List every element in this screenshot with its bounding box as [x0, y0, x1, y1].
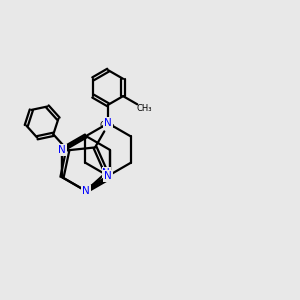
Text: CH₃: CH₃ — [100, 121, 115, 130]
Text: CH₃: CH₃ — [136, 104, 152, 113]
Text: N: N — [104, 171, 112, 181]
Text: N: N — [82, 186, 90, 196]
Text: N: N — [58, 145, 66, 155]
Text: N: N — [104, 118, 112, 128]
Text: N: N — [102, 167, 110, 178]
